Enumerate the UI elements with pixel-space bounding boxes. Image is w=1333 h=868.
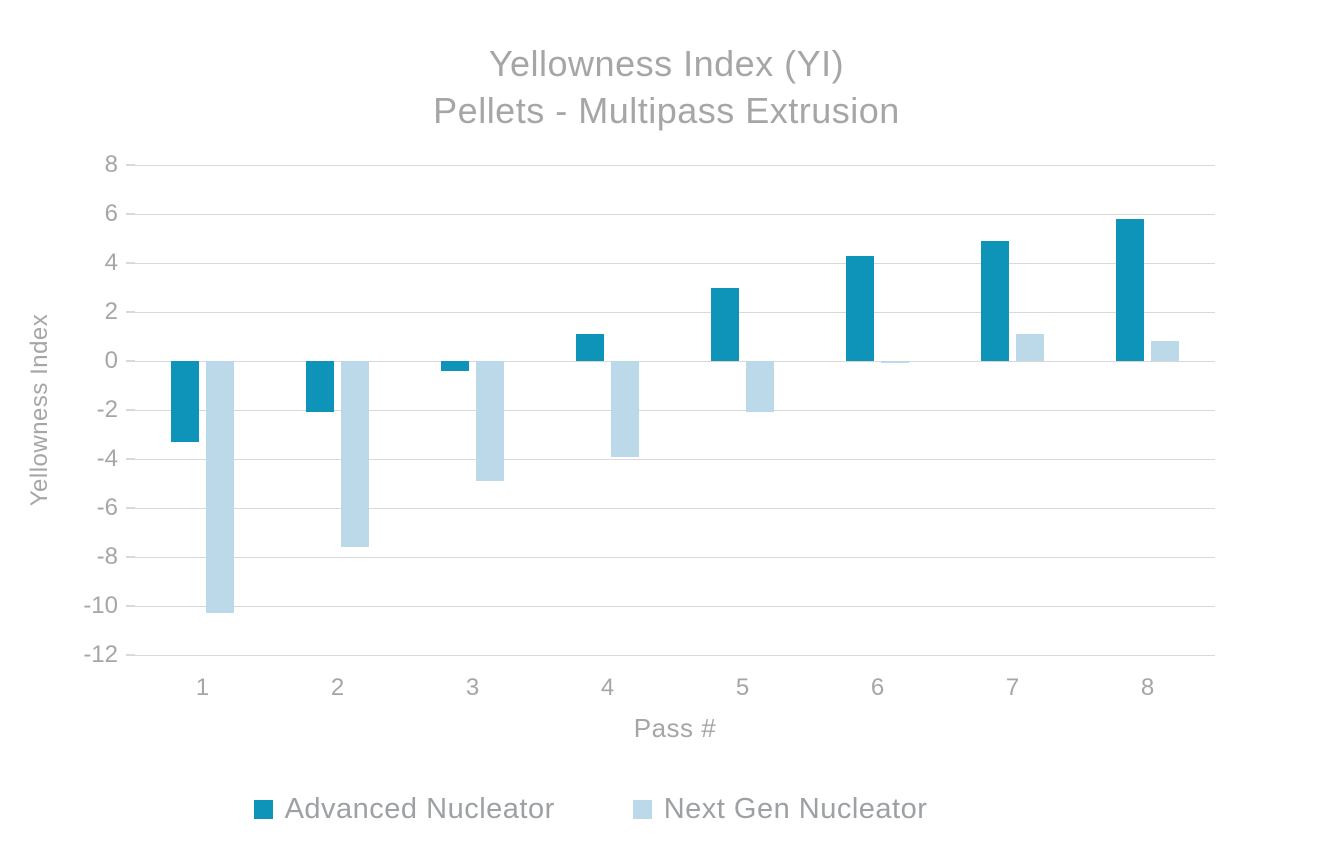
bar-next-gen-nucleator-pass-4 — [611, 361, 639, 457]
bar-next-gen-nucleator-pass-8 — [1151, 341, 1179, 361]
x-tick-label-pass-6: 6 — [870, 674, 885, 701]
y-tick-label: -6 — [96, 494, 118, 521]
y-axis-tick-mark — [126, 262, 135, 264]
y-tick-label: -2 — [96, 396, 118, 423]
bar-next-gen-nucleator-pass-5 — [746, 361, 774, 413]
bar-next-gen-nucleator-pass-1 — [206, 361, 234, 614]
legend-swatch-next-gen-nucleator — [632, 800, 652, 819]
y-tick-label: 8 — [104, 151, 118, 178]
y-axis-tick-mark — [126, 311, 135, 313]
gridline-y-0 — [135, 361, 1215, 362]
bar-advanced-nucleator-pass-8 — [1116, 218, 1144, 361]
x-tick-label-pass-3: 3 — [465, 674, 480, 701]
gridline-y--12 — [135, 655, 1215, 656]
legend: Advanced Nucleator Next Gen Nucleator — [0, 793, 1257, 826]
y-axis-tick-mark — [126, 213, 135, 215]
y-axis-tick-mark — [126, 164, 135, 166]
y-tick-label: -8 — [96, 543, 118, 570]
gridline-y--2 — [135, 410, 1215, 411]
gridline-y--10 — [135, 606, 1215, 607]
bar-advanced-nucleator-pass-3 — [441, 361, 469, 371]
gridline-y--6 — [135, 508, 1215, 509]
gridline-y-4 — [135, 263, 1215, 264]
y-axis-tick-mark — [126, 556, 135, 558]
x-axis-title: Pass # — [633, 713, 717, 743]
legend-swatch-advanced-nucleator — [253, 800, 273, 819]
gridline-y-8 — [135, 165, 1215, 166]
gridline-y--4 — [135, 459, 1215, 460]
x-tick-label-pass-4: 4 — [600, 674, 615, 701]
y-axis-tick-mark — [126, 654, 135, 656]
x-tick-label-pass-1: 1 — [195, 674, 210, 701]
legend-item-advanced-nucleator: Advanced Nucleator — [253, 793, 555, 826]
x-tick-label-pass-8: 8 — [1140, 674, 1155, 701]
y-tick-label: 0 — [104, 347, 118, 374]
legend-label-advanced-nucleator: Advanced Nucleator — [284, 793, 555, 825]
gridline-y-2 — [135, 312, 1215, 313]
bar-advanced-nucleator-pass-2 — [306, 361, 334, 413]
y-tick-label: 4 — [104, 249, 118, 276]
bar-next-gen-nucleator-pass-6 — [881, 361, 909, 364]
chart-title-line-2: Pellets - Multipass Extrusion — [433, 90, 900, 131]
chart-title-line-1: Yellowness Index (YI) — [488, 43, 845, 84]
bar-advanced-nucleator-pass-1 — [171, 361, 199, 442]
y-axis-tick-mark — [126, 605, 135, 607]
bar-advanced-nucleator-pass-5 — [711, 287, 739, 361]
y-axis-tick-mark — [126, 458, 135, 460]
y-axis-tick-mark — [126, 360, 135, 362]
x-tick-label-pass-7: 7 — [1005, 674, 1020, 701]
bar-next-gen-nucleator-pass-2 — [341, 361, 369, 548]
chart-title: Yellowness Index (YI) Pellets - Multipas… — [0, 40, 1333, 134]
y-tick-label: 6 — [104, 200, 118, 227]
bar-advanced-nucleator-pass-7 — [981, 240, 1009, 361]
bar-advanced-nucleator-pass-6 — [846, 255, 874, 361]
y-tick-label: 2 — [104, 298, 118, 325]
y-tick-label: -12 — [83, 641, 118, 668]
gridline-y--8 — [135, 557, 1215, 558]
y-tick-label: -10 — [83, 592, 118, 619]
x-tick-label-pass-2: 2 — [330, 674, 345, 701]
x-tick-label-pass-5: 5 — [735, 674, 750, 701]
legend-label-next-gen-nucleator: Next Gen Nucleator — [663, 793, 928, 825]
bar-next-gen-nucleator-pass-7 — [1016, 334, 1044, 361]
y-axis-tick-mark — [126, 507, 135, 509]
legend-item-next-gen-nucleator: Next Gen Nucleator — [632, 793, 928, 826]
bar-advanced-nucleator-pass-4 — [576, 334, 604, 361]
gridline-y-6 — [135, 214, 1215, 215]
bar-next-gen-nucleator-pass-3 — [476, 361, 504, 482]
y-axis-tick-mark — [126, 409, 135, 411]
y-tick-label: -4 — [96, 445, 118, 472]
